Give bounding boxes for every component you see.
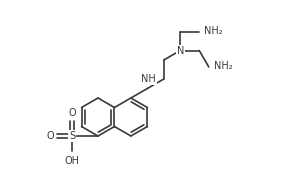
Text: O: O	[46, 131, 54, 141]
Text: O: O	[68, 108, 76, 118]
Text: N: N	[177, 45, 184, 55]
Text: S: S	[69, 131, 75, 141]
Text: OH: OH	[65, 156, 79, 166]
Text: NH₂: NH₂	[204, 25, 223, 36]
Text: NH: NH	[141, 74, 156, 85]
Text: NH₂: NH₂	[214, 61, 233, 71]
